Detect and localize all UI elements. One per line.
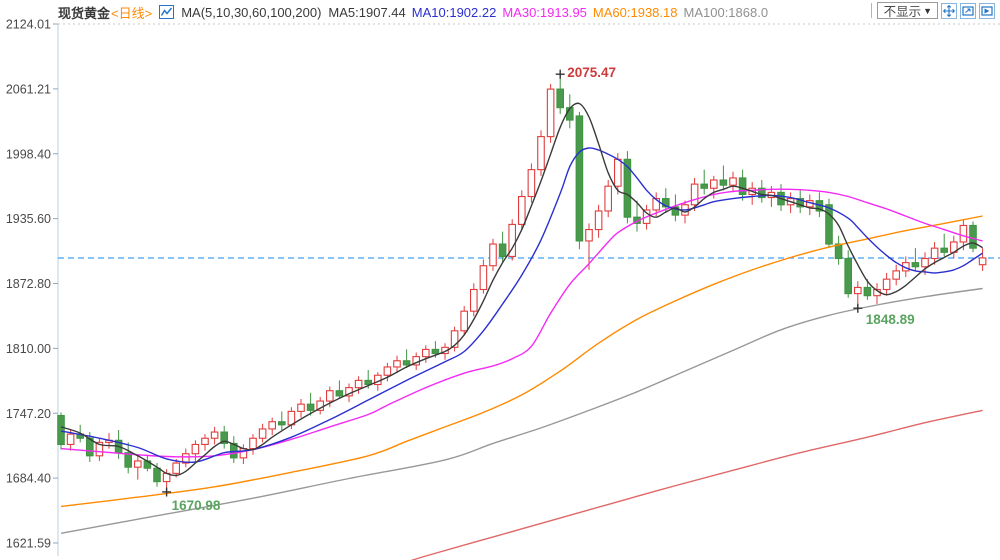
move-icon[interactable] <box>941 2 957 19</box>
ma10-line <box>60 147 983 463</box>
ma-lines-layer <box>60 102 983 560</box>
chart-header: 现货黄金 <日线> MA(5,10,30,60,100,200) MA5:190… <box>58 2 774 22</box>
period-label[interactable]: <日线> <box>111 5 153 21</box>
y-tick-label: 2061.21 <box>6 82 51 96</box>
high-price-annotation: 2075.47 <box>567 65 616 80</box>
ma10-value: MA10:1902.22 <box>411 4 497 20</box>
ma60-value: MA60:1938.18 <box>592 4 678 20</box>
y-axis: 2124.01 2061.21 1998.40 1935.60 1872.80 1810.… <box>6 18 59 556</box>
extreme-marker-icon <box>853 303 863 313</box>
ma60-line <box>60 215 983 508</box>
chart-type-icon[interactable] <box>979 2 995 19</box>
display-mode-label: 不显示 <box>883 5 922 19</box>
ma100-value: MA100:1868.0 <box>683 4 769 20</box>
annotations-layer: 2075.47 1670.98 1848.89 <box>162 65 915 513</box>
y-tick-label: 1621.59 <box>6 537 51 551</box>
symbol-name: 现货黄金 <box>58 5 111 21</box>
ma30-line <box>60 188 983 458</box>
low-price-annotation: 1670.98 <box>172 498 221 513</box>
y-tick-label: 1810.00 <box>6 342 51 356</box>
zoom-fit-icon[interactable] <box>960 2 976 19</box>
y-tick-label: 1872.80 <box>6 277 51 291</box>
ma5-line <box>60 102 983 477</box>
chevron-down-icon: ▼ <box>923 5 932 16</box>
ma-settings-icon[interactable] <box>159 5 175 19</box>
y-tick-label: 1747.20 <box>6 407 51 421</box>
ma200-line <box>410 409 983 560</box>
low-price-annotation: 1848.89 <box>866 312 915 327</box>
y-tick-label: 1684.40 <box>6 472 51 486</box>
extreme-marker-icon <box>162 487 172 497</box>
toolbar-divider <box>870 3 872 18</box>
ma-group-label: MA(5,10,30,60,100,200) <box>181 4 322 20</box>
ma100-line <box>60 287 983 534</box>
chart-toolbar: 不显示 ▼ <box>870 2 995 19</box>
display-mode-dropdown[interactable]: 不显示 ▼ <box>876 2 938 19</box>
y-tick-label: 1998.40 <box>6 147 51 161</box>
y-tick-label: 2124.01 <box>6 18 51 32</box>
candles-layer <box>57 74 987 492</box>
ma30-value: MA30:1913.95 <box>502 4 587 20</box>
extreme-marker-icon <box>555 69 565 79</box>
y-tick-label: 1935.60 <box>6 212 51 226</box>
ma-values: MA5:1907.44 MA10:1902.22 MA30:1913.95 MA60:… <box>328 5 774 20</box>
ma5-value: MA5:1907.44 <box>328 4 406 20</box>
